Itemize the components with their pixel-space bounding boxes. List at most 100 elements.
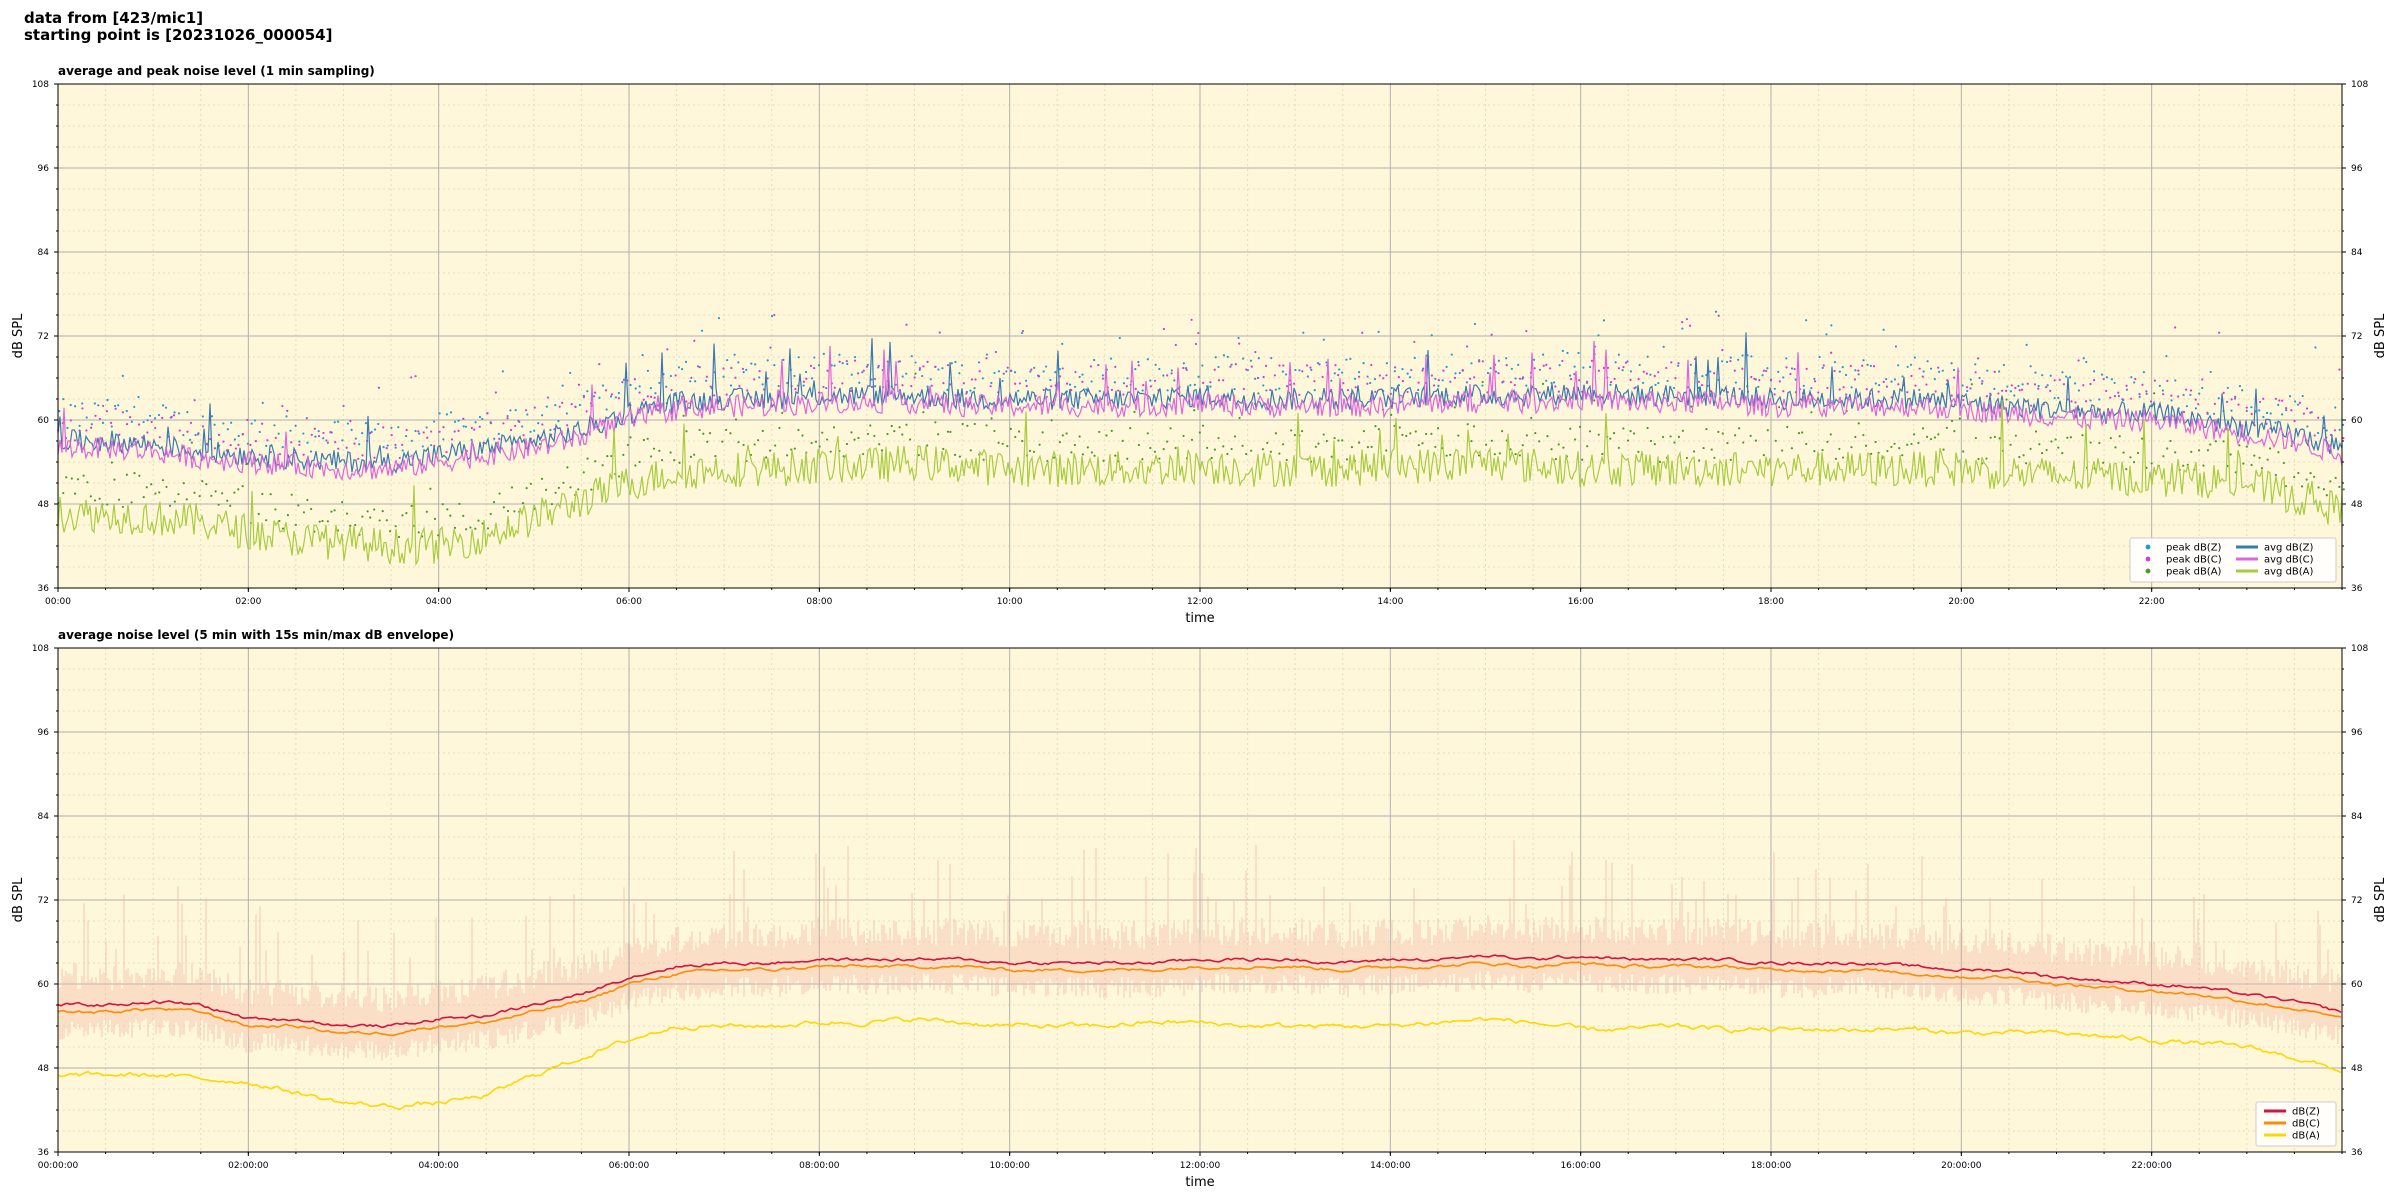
peak-dot [2277,403,2280,406]
peak-dot [1090,380,1093,383]
peak-dot [1425,354,1428,357]
peak-dot [1882,380,1885,383]
peak-dot [1385,374,1388,377]
peak-dot [821,431,824,434]
peak-dot [1869,364,1872,368]
peak-dot [173,411,176,414]
peak-dot [325,439,328,442]
peak-dot [1061,434,1064,437]
peak-dot [117,404,120,407]
peak-dot [2125,384,2128,387]
peak-dot [913,376,916,379]
peak-dot [1226,452,1229,456]
peak-dot [146,431,149,434]
series-line [57,399,2343,567]
peak-dot [696,365,700,368]
peak-dot [773,313,776,317]
peak-dot [382,446,385,449]
peak-dot [2334,406,2337,409]
peak-dot [1393,370,1396,373]
peak-dot [337,447,340,450]
peak-dot [173,500,176,503]
peak-dot [2312,475,2316,478]
peak-dot [1950,394,1953,397]
peak-dot [1829,433,1832,436]
peak-dot [2278,399,2281,402]
peak-dot [69,419,72,422]
x-tick-label: 00:00 [45,597,71,607]
peak-dot [1021,439,1024,443]
peak-dot [2117,391,2120,394]
peak-dot [401,443,404,446]
peak-dot [529,430,532,433]
peak-dot [1617,353,1620,356]
peak-dot [2325,429,2328,432]
y-axis-label-left: dB SPL [11,877,26,922]
peak-dot [1749,434,1752,437]
peak-dot [582,395,585,399]
peak-dot [2268,447,2272,450]
peak-dot [226,428,229,431]
peak-dot [754,363,757,366]
peak-dot [1850,386,1853,389]
peak-dot [1989,436,1992,439]
peak-dot [101,404,105,408]
peak-dot [261,422,264,425]
series-1 [57,332,2343,476]
peak-dot [734,376,737,379]
peak-dot [1893,378,1897,381]
peak-dot [1453,376,1457,379]
peak-dot [981,377,984,380]
peak-dot [2245,409,2248,413]
peak-dot [305,417,308,420]
peak-dot [770,315,774,318]
peak-dot [110,425,113,428]
peak-dot [1382,377,1385,380]
peak-dot [349,524,352,527]
peak-dot [1210,456,1213,460]
peak-dot [1044,365,1048,368]
peak-dot [609,395,613,398]
peak-dot [1657,381,1660,385]
peak-dot [1882,328,1885,331]
peak-dot [1098,430,1101,434]
peak-dot [1542,364,1545,367]
peak-dot [2054,438,2057,441]
peak-dot [369,432,372,435]
peak-dot [1933,378,1936,381]
peak-dot [1406,390,1409,394]
peak-dot [1857,422,1860,425]
peak-dot [1009,427,1012,430]
peak-dot [1117,389,1120,392]
peak-dot [946,388,949,391]
peak-dot [1757,385,1760,388]
peak-dot [354,523,357,527]
peak-dot [2265,422,2268,425]
x-tick-label: 00:00:00 [38,1161,79,1171]
peak-dot [1445,365,1448,368]
peak-dot [1629,378,1632,382]
peak-dot [1833,369,1836,373]
peak-dot [1929,438,1933,441]
peak-dot [381,510,384,513]
y-tick-label-right: 96 [2351,728,2363,738]
peak-dot [1909,363,1913,366]
peak-dot [501,370,504,373]
peak-dot [1701,375,1704,378]
peak-dot [1649,439,1653,443]
peak-dot [1021,329,1025,333]
x-tick-label: 18:00:00 [1751,1161,1792,1171]
peak-dot [1122,382,1126,385]
peak-dot [1833,361,1837,364]
peak-dot [1541,382,1545,385]
peak-dot [2066,436,2069,439]
peak-dot [2197,449,2201,452]
peak-dot [722,367,725,370]
peak-dot [614,396,618,399]
peak-dot [493,437,496,440]
peak-dot [1669,435,1672,438]
peak-dot [870,385,874,388]
peak-dot [1018,382,1021,385]
peak-dot [1025,384,1028,388]
peak-dot [1206,446,1209,449]
